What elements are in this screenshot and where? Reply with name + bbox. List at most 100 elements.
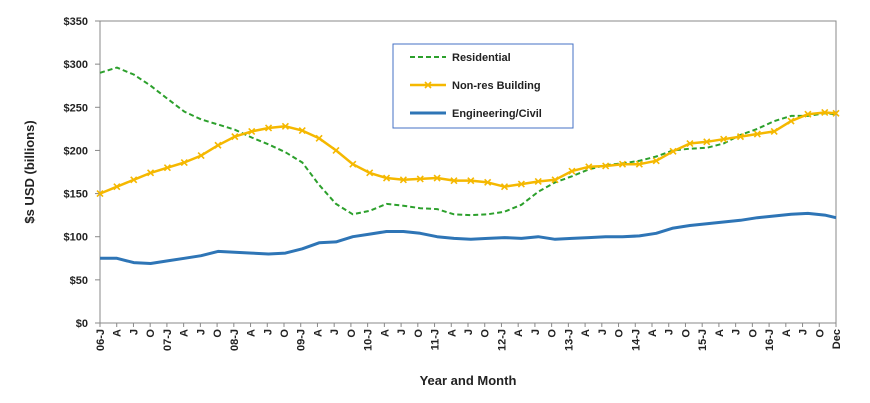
data-point-marker	[264, 124, 273, 132]
x-tick-label: 09-J	[296, 329, 308, 351]
x-axis: 06-J A J O 07-J A J O 08-J A J O 09-J A J O 10-J A J O 11-J A…	[95, 323, 843, 351]
x-tick-label: O	[747, 329, 759, 338]
data-point-marker	[231, 133, 239, 141]
x-tick-label: J	[798, 329, 810, 335]
x-tick-label: O	[279, 329, 291, 338]
y-axis-title: $s USD (billions)	[22, 120, 37, 223]
y-tick-label: $150	[64, 189, 88, 201]
data-point-marker	[517, 180, 525, 188]
x-tick-label: O	[614, 329, 626, 338]
data-point-marker	[433, 174, 441, 182]
x-tick-label: O	[480, 329, 492, 338]
series-line-2	[100, 211, 837, 265]
y-tick-label: $100	[64, 232, 88, 244]
x-tick-label: Dec	[831, 329, 843, 349]
x-tick-label: J	[262, 329, 274, 335]
x-tick-label: O	[212, 329, 224, 338]
data-point-marker	[585, 163, 593, 171]
x-tick-label: A	[379, 329, 391, 337]
x-tick-label: J	[664, 329, 676, 335]
data-point-marker	[703, 138, 711, 146]
x-tick-label: A	[179, 329, 191, 337]
data-point-marker	[804, 110, 812, 118]
x-tick-label: O	[413, 329, 425, 338]
data-point-marker	[349, 160, 357, 168]
data-point-marker	[180, 158, 188, 167]
x-tick-label: J	[329, 329, 341, 335]
data-point-marker	[146, 169, 155, 177]
x-tick-label: J	[463, 329, 475, 335]
data-point-marker	[281, 122, 289, 130]
x-tick-label: 15-J	[697, 329, 709, 351]
x-tick-label: J	[396, 329, 408, 335]
x-tick-label: J	[195, 329, 207, 335]
x-tick-label: A	[647, 329, 659, 337]
data-point-marker	[214, 141, 222, 149]
x-tick-label: J	[597, 329, 609, 335]
data-point-marker	[163, 164, 171, 172]
y-tick-label: $250	[64, 102, 88, 114]
data-point-marker	[770, 127, 778, 136]
data-point-marker	[113, 183, 121, 191]
data-point-marker	[635, 160, 643, 168]
data-point-marker	[551, 176, 559, 184]
x-tick-label: O	[547, 329, 559, 338]
data-point-marker	[332, 146, 340, 154]
y-tick-label: $200	[64, 145, 88, 157]
legend-label: Engineering/Civil	[452, 108, 542, 120]
x-tick-label: O	[145, 329, 157, 338]
data-point-marker	[248, 127, 256, 136]
x-tick-label: A	[246, 329, 258, 337]
data-point-marker	[399, 176, 407, 184]
data-point-marker	[787, 117, 795, 125]
data-point-marker	[753, 130, 761, 138]
series-layer	[96, 66, 840, 265]
x-axis-title: Year and Month	[420, 373, 517, 388]
y-axis: $0 $50 $100 $150 $200 $250 $300 $350	[64, 16, 100, 330]
x-tick-label: O	[346, 329, 358, 338]
data-point-marker	[467, 177, 475, 185]
legend-marker	[424, 81, 432, 89]
data-point-marker	[821, 108, 829, 117]
data-point-marker	[315, 134, 323, 142]
data-point-marker	[602, 162, 610, 170]
data-point-marker	[669, 147, 677, 155]
data-point-marker	[720, 135, 728, 143]
data-point-marker	[450, 177, 458, 185]
x-tick-label: A	[446, 329, 458, 337]
data-point-marker	[618, 160, 627, 168]
x-tick-label: 12-J	[496, 329, 508, 351]
x-tick-label: 14-J	[630, 329, 642, 351]
legend: Residential Non-res Building Engineering/C…	[392, 43, 574, 129]
x-tick-label: A	[112, 329, 124, 337]
x-tick-label: A	[781, 329, 793, 337]
data-point-marker	[130, 176, 138, 184]
x-tick-label: A	[513, 329, 525, 337]
x-tick-label: J	[530, 329, 542, 335]
data-point-marker	[500, 183, 509, 191]
series-line-0	[99, 66, 837, 217]
x-tick-label: J	[128, 329, 140, 335]
data-point-marker	[366, 169, 374, 177]
x-tick-label: 06-J	[95, 329, 107, 351]
x-tick-label: 13-J	[563, 329, 575, 351]
data-point-marker	[736, 133, 745, 141]
data-point-marker	[96, 190, 104, 198]
x-tick-label: 11-J	[430, 329, 442, 350]
x-tick-label: 08-J	[229, 329, 241, 351]
y-tick-label: $300	[64, 59, 88, 71]
data-point-marker	[484, 178, 492, 186]
data-point-marker	[832, 109, 840, 117]
legend-label: Non-res Building	[452, 80, 541, 92]
data-point-marker	[534, 177, 542, 186]
y-tick-label: $50	[70, 275, 88, 287]
data-point-marker	[568, 167, 576, 175]
data-point-marker	[652, 157, 660, 165]
y-tick-label: $350	[64, 16, 88, 28]
data-point-marker	[197, 152, 205, 160]
x-tick-label: A	[714, 329, 726, 337]
x-tick-label: 07-J	[162, 329, 174, 351]
x-tick-label: J	[731, 329, 743, 335]
data-point-marker	[686, 139, 694, 148]
